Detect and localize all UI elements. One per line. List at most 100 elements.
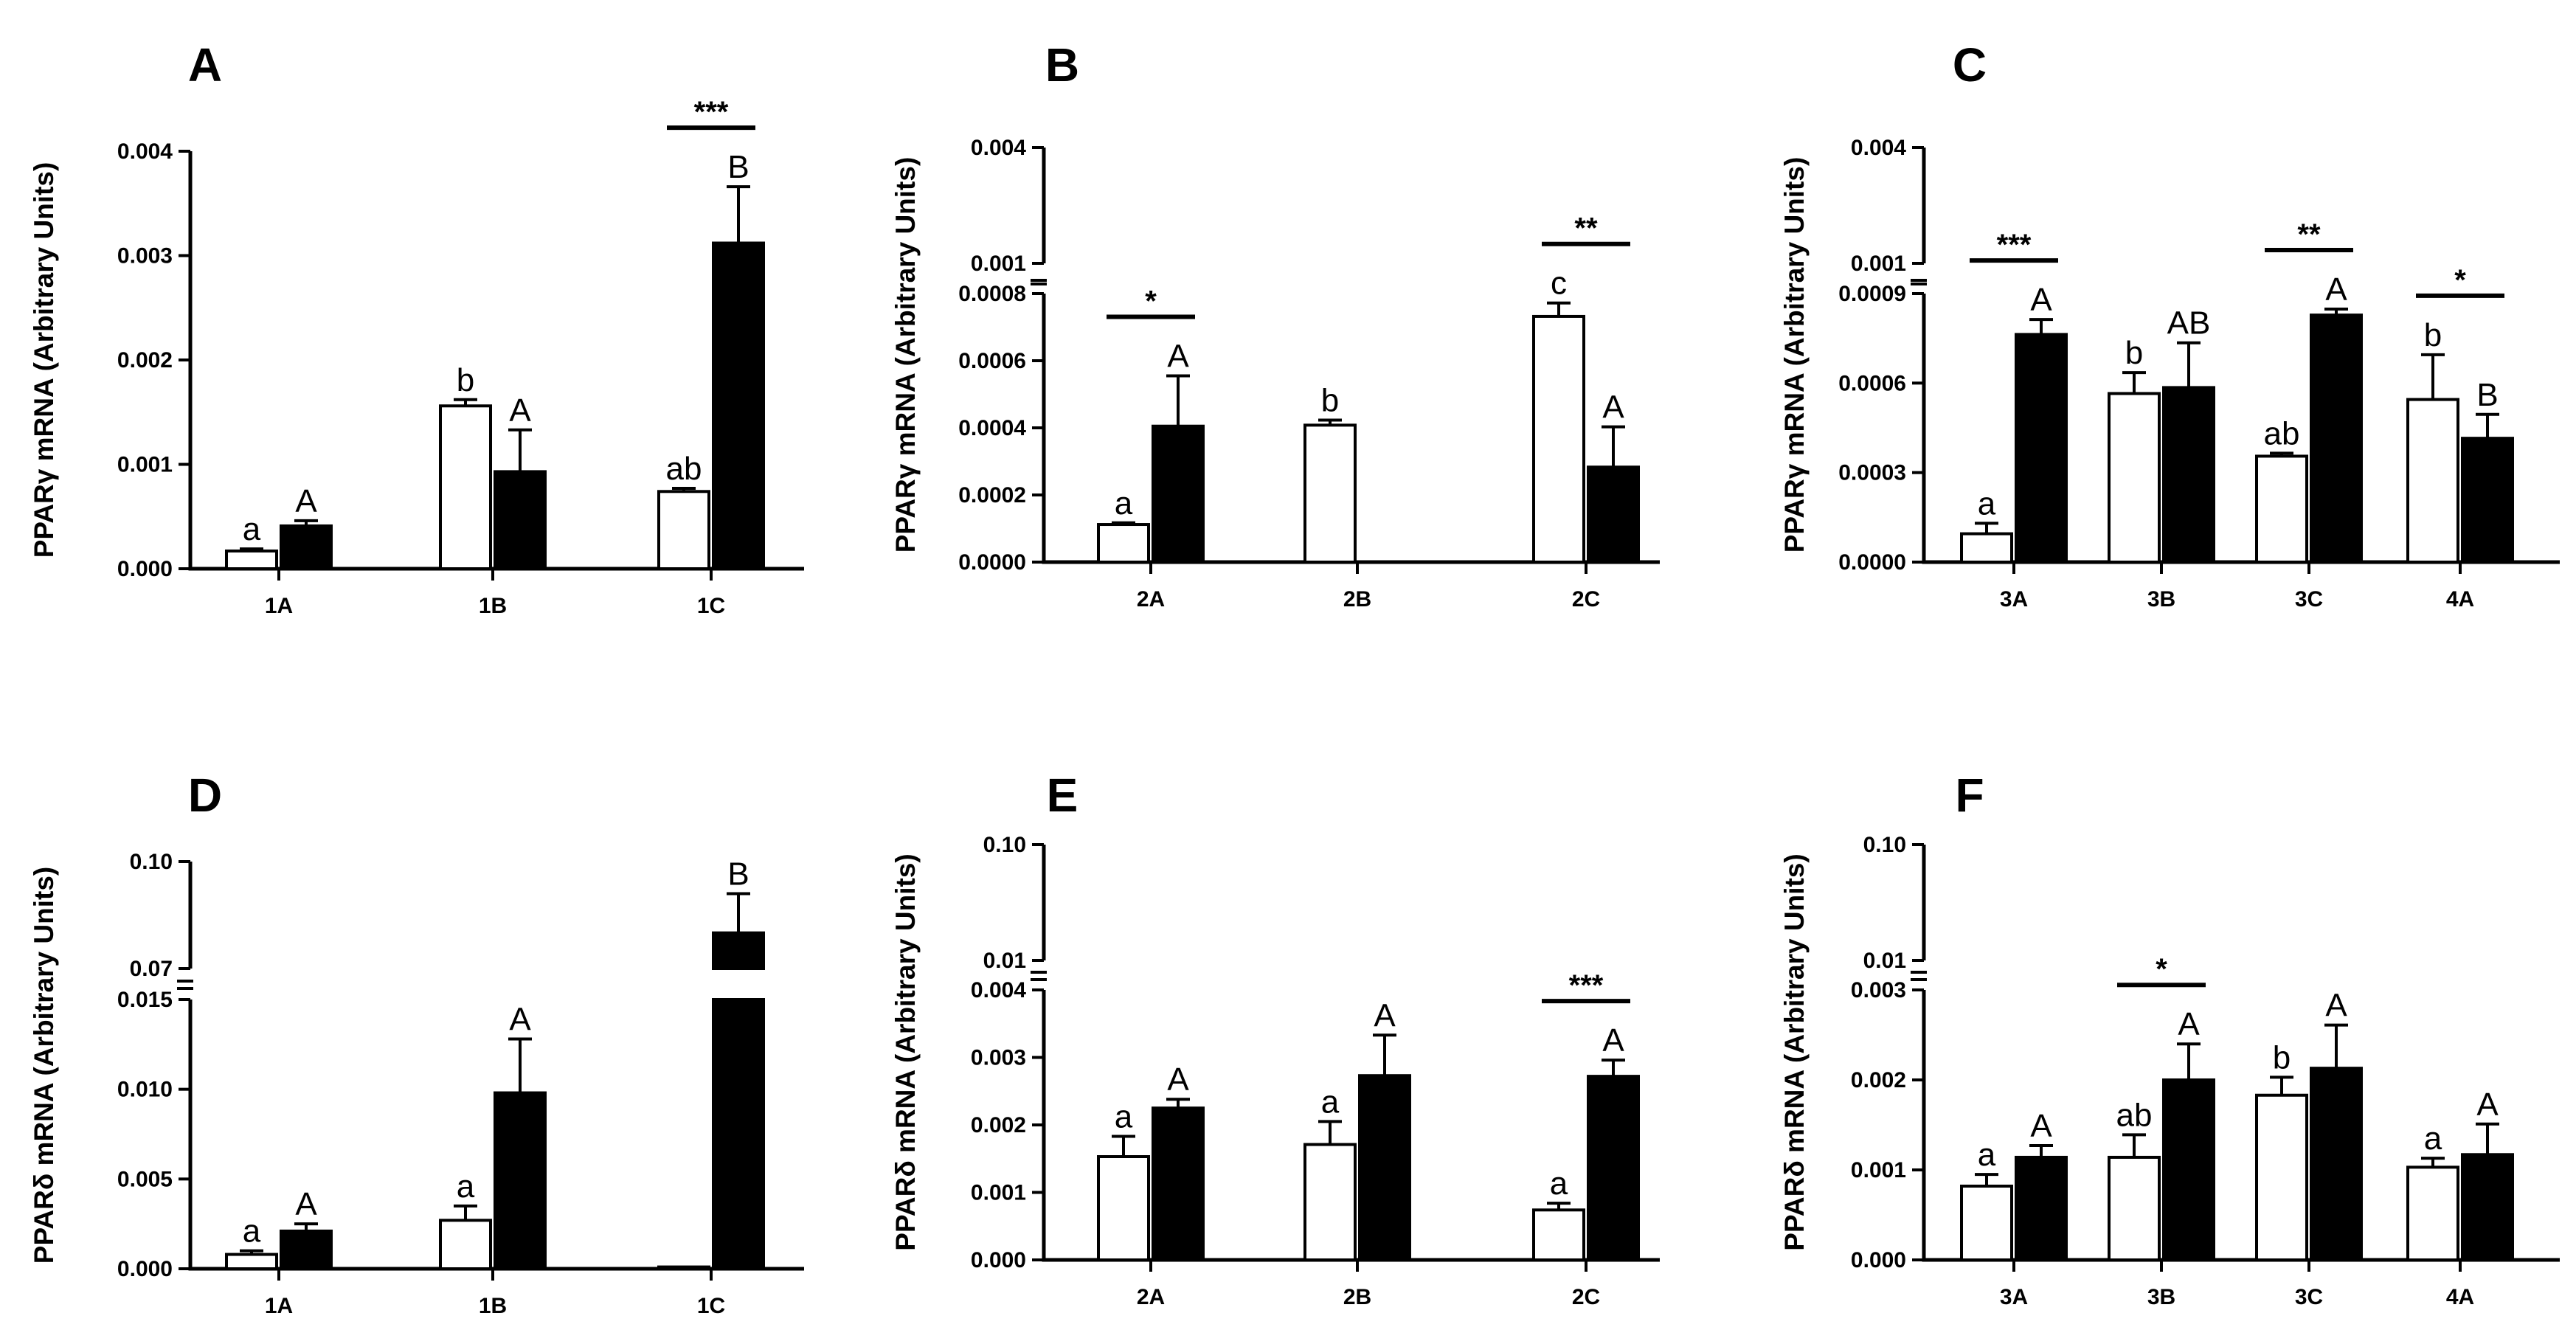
significance-letter: A: [295, 483, 317, 519]
y-tick-label: 0.000: [1851, 1248, 1906, 1272]
bar-filled-upper: [712, 931, 765, 970]
x-tick-label: 4A: [2446, 1285, 2474, 1309]
significance-letter: A: [1167, 338, 1189, 374]
significance-letter: A: [1374, 997, 1396, 1033]
significance-letter: B: [2476, 377, 2498, 413]
bar-filled: [2015, 333, 2068, 564]
significance-letter: b: [2273, 1039, 2291, 1075]
x-tick-label: 1C: [697, 1294, 725, 1318]
y-axis-label: PPARδ mRNA (Arbitrary Units): [29, 867, 59, 1264]
significance-letter: ab: [2116, 1097, 2153, 1133]
bar-filled: [712, 998, 765, 1270]
significance-letter: a: [1550, 1165, 1568, 1202]
panel-c: C PPARγ mRNA (Arbitrary Units) 0.0000 0.000…: [1779, 38, 2560, 612]
significance-letter: b: [2424, 317, 2442, 353]
bar-open: [2108, 1155, 2161, 1262]
significance-letter: a: [1321, 1084, 1340, 1120]
significance-letter: a: [243, 511, 261, 547]
significance-stars: ***: [694, 96, 729, 128]
x-tick-label: 1B: [479, 594, 507, 618]
bar-open: [2255, 454, 2308, 564]
panel-letter: A: [188, 38, 222, 91]
x-tick-label: 3C: [2295, 1285, 2323, 1309]
significance-letter: A: [509, 392, 531, 429]
bar-open: [439, 404, 492, 571]
y-tick-label: 0.0004: [958, 416, 1026, 440]
panel-f: F PPARδ mRNA (Arbitrary Units) 0.000 0.001 0…: [1779, 769, 2560, 1309]
bar-filled: [494, 470, 547, 571]
y-tick-label: 0.004: [117, 139, 173, 164]
significance-letter: a: [1115, 1099, 1133, 1135]
y-tick-label: 0.0008: [958, 282, 1026, 306]
panel-letter: B: [1045, 38, 1079, 91]
y-tick-label: 0.005: [117, 1167, 173, 1191]
significance-letter: a: [2424, 1120, 2442, 1157]
y-tick-label: 0.003: [971, 1046, 1026, 1070]
y-tick-label: 0.0000: [958, 550, 1026, 575]
y-axis-label: PPARδ mRNA (Arbitrary Units): [1779, 853, 1810, 1250]
y-tick-label: 0.0009: [1838, 282, 1906, 306]
bar-open: [1532, 1208, 1585, 1262]
panel-d: D PPARδ mRNA (Arbitrary Units) 0.000 0.005 0…: [29, 769, 804, 1318]
significance-letter: b: [457, 362, 474, 398]
x-tick-label: 1A: [265, 1294, 293, 1318]
y-tick-label: 0.004: [1851, 136, 1906, 160]
significance-letter: A: [2325, 988, 2347, 1024]
significance-letter: AB: [2167, 305, 2211, 342]
bar-open: [439, 1219, 492, 1271]
y-tick-label: 0.000: [971, 1248, 1026, 1272]
bar-open: [2108, 392, 2161, 564]
bar-filled: [1152, 424, 1205, 564]
significance-letter: b: [1321, 383, 1339, 419]
significance-letter: a: [243, 1213, 261, 1250]
panel-e: E PPARδ mRNA (Arbitrary Units) 0.000 0.001 0…: [890, 769, 1660, 1309]
significance-letter: a: [1978, 1137, 1996, 1173]
panel-letter: F: [1955, 769, 1984, 822]
significance-letter: A: [2030, 1108, 2052, 1144]
significance-letter: B: [727, 856, 749, 893]
bar-open: [1960, 1184, 2013, 1261]
y-tick-label: 0.002: [1851, 1068, 1906, 1092]
y-tick-label: 0.003: [1851, 978, 1906, 1002]
bar-filled: [712, 241, 765, 570]
y-tick-label: 0.003: [117, 244, 173, 269]
significance-letter: B: [727, 149, 749, 185]
bar-open: [2406, 1165, 2459, 1261]
y-tick-label: 0.004: [971, 136, 1026, 160]
x-tick-label: 2A: [1137, 1285, 1165, 1309]
significance-letter: a: [1115, 485, 1133, 522]
bar-open: [1960, 532, 2013, 564]
significance-stars: *: [1145, 285, 1157, 317]
bar-open: [1532, 314, 1585, 564]
x-tick-label: 2B: [1343, 587, 1371, 612]
significance-letter: A: [2178, 1006, 2200, 1042]
y-tick-label: 0.01: [1863, 949, 1906, 973]
bar-open: [225, 1253, 278, 1270]
significance-letter: a: [457, 1168, 475, 1205]
y-tick-label: 0.001: [117, 453, 173, 477]
significance-letter: a: [1978, 485, 1996, 522]
x-tick-label: 2C: [1572, 1285, 1600, 1309]
y-tick-label: 0.004: [971, 978, 1026, 1002]
significance-letter: A: [1167, 1061, 1189, 1098]
significance-letter: ab: [666, 451, 702, 487]
significance-letter: b: [2125, 335, 2143, 371]
bar-open: [1097, 523, 1150, 564]
significance-letter: A: [1602, 1022, 1624, 1059]
x-tick-label: 2B: [1343, 1285, 1371, 1309]
y-tick-label: 0.0003: [1838, 461, 1906, 485]
panel-b: B PPARγ mRNA (Arbitrary Units) 0.0000 0.000…: [890, 38, 1660, 612]
y-tick-label: 0.002: [971, 1113, 1026, 1137]
bar-open: [2255, 1093, 2308, 1261]
y-tick-label: 0.10: [1863, 833, 1906, 857]
y-axis-label: PPARδ mRNA (Arbitrary Units): [890, 853, 921, 1250]
bar-filled: [2461, 1153, 2514, 1262]
significance-letter: A: [2325, 271, 2347, 308]
y-tick-label: 0.000: [117, 557, 173, 581]
x-tick-label: 2C: [1572, 587, 1600, 612]
x-tick-label: 3B: [2147, 1285, 2175, 1309]
y-tick-label: 0.001: [1851, 252, 1906, 276]
significance-letter: ab: [2264, 415, 2300, 451]
significance-letter: A: [2030, 282, 2052, 318]
